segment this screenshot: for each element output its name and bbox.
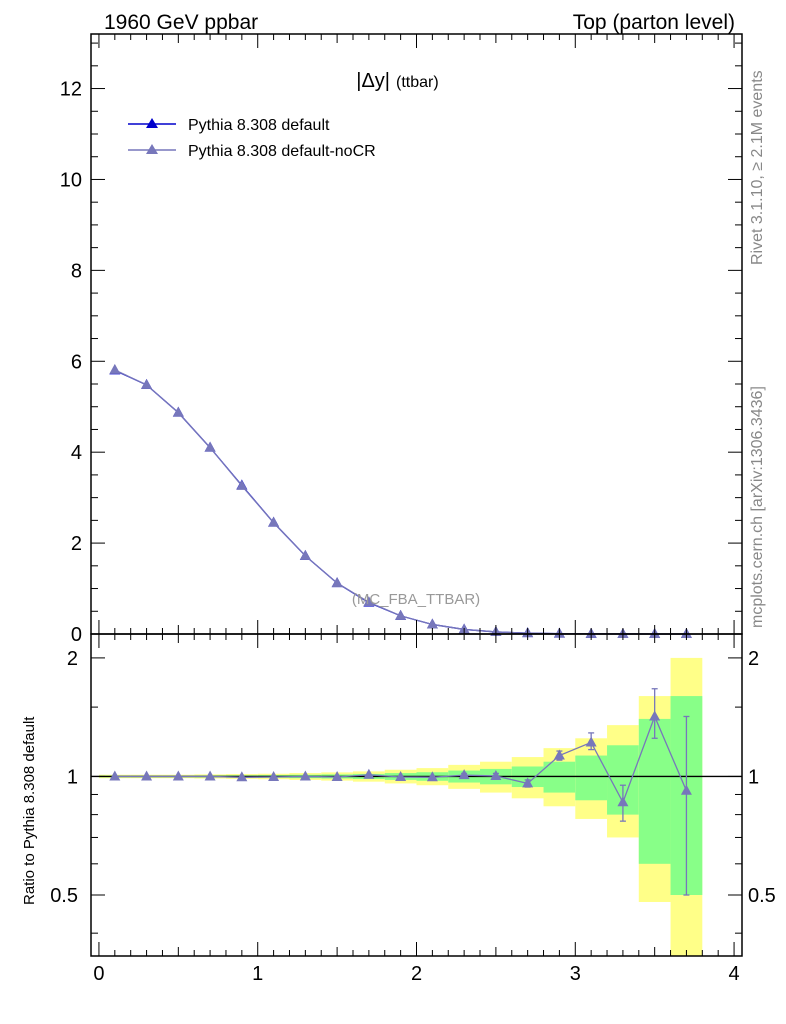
data-point-nocr xyxy=(204,441,216,452)
data-point-nocr xyxy=(299,549,311,560)
x-tick-label: 4 xyxy=(728,963,739,985)
legend-label-default: Pythia 8.308 default xyxy=(188,117,330,134)
legend-marker-nocr xyxy=(146,144,158,154)
ratio-data-point xyxy=(490,769,502,780)
y-tick-label: 8 xyxy=(71,260,82,282)
ratio-data-point xyxy=(172,770,184,781)
ratio-bands-layer xyxy=(98,657,703,956)
data-point-nocr xyxy=(236,479,248,490)
ratio-data-point xyxy=(617,796,629,807)
data-point-nocr xyxy=(426,618,438,629)
ratio-data-point xyxy=(395,770,407,781)
ratio-data-point xyxy=(426,771,438,782)
y-tick-label: 6 xyxy=(71,351,82,373)
rivet-label: Rivet 3.1.10, ≥ 2.1M events xyxy=(749,70,766,265)
data-point-nocr xyxy=(268,516,280,527)
ratio-data-point xyxy=(331,770,343,781)
data-point-nocr xyxy=(172,406,184,417)
ratio-data-point xyxy=(585,736,597,747)
y-tick-label-right: 1 xyxy=(748,766,759,788)
ratio-plot-frame xyxy=(90,633,743,957)
ratio-plot-panel: 0 1 2 3 4 0.5 0.5 1 1 2 2 xyxy=(50,633,776,985)
data-point-nocr xyxy=(331,577,343,588)
header-right-label: Top (parton level) xyxy=(573,11,735,34)
legend-label-nocr: Pythia 8.308 default-noCR xyxy=(188,143,376,160)
y-tick-label: 12 xyxy=(60,79,82,101)
ratio-data-point xyxy=(299,770,311,781)
y-tick-label: 0 xyxy=(71,624,82,646)
y-tick-label: 2 xyxy=(67,648,78,670)
y-tick-label: 10 xyxy=(60,169,82,191)
x-tick-label: 1 xyxy=(252,963,263,985)
ratio-data-point xyxy=(458,769,470,780)
main-plot-panel: 0 2 4 6 8 10 12 xyxy=(60,33,743,646)
ratio-data-point xyxy=(553,749,565,760)
ratio-data-point xyxy=(268,770,280,781)
data-point-nocr xyxy=(109,363,121,374)
legend-marker-default xyxy=(146,118,158,128)
y-tick-label: 0.5 xyxy=(50,885,78,907)
ratio-data-point xyxy=(680,784,692,795)
data-point-nocr xyxy=(395,609,407,620)
data-point-nocr xyxy=(363,596,375,607)
ratio-data-point xyxy=(363,768,375,779)
ratio-data-point xyxy=(236,771,248,782)
ratio-data-point xyxy=(141,770,153,781)
ratio-axes-layer: 0 1 2 3 4 0.5 0.5 1 1 2 2 xyxy=(50,634,776,985)
y-tick-label: 2 xyxy=(71,533,82,555)
y-tick-label-right: 2 xyxy=(748,648,759,670)
ratio-data-point xyxy=(109,770,121,781)
data-point-nocr xyxy=(141,378,153,389)
ratio-data-point xyxy=(204,770,216,781)
top-axes-layer: 0 2 4 6 8 10 12 xyxy=(60,34,742,646)
y-tick-label: 1 xyxy=(67,766,78,788)
ratio-series-layer xyxy=(109,688,692,896)
plot-title: |Δy| xyxy=(356,70,390,92)
uncertainty-band-inner xyxy=(543,761,576,793)
ratio-data-point xyxy=(649,710,661,721)
ratio-data-point xyxy=(522,777,534,788)
plot-title-suffix: (ttbar) xyxy=(396,74,439,91)
x-tick-label: 3 xyxy=(570,963,581,985)
x-tick-label: 0 xyxy=(93,963,104,985)
y-tick-label: 4 xyxy=(71,442,82,464)
x-tick-label: 2 xyxy=(411,963,422,985)
legend: Pythia 8.308 default Pythia 8.308 defaul… xyxy=(128,117,376,160)
header-left-label: 1960 GeV ppbar xyxy=(104,11,258,34)
uncertainty-band-inner xyxy=(638,718,671,864)
source-label: mcplots.cern.ch [arXiv:1306.3436] xyxy=(749,386,766,628)
y-tick-label-right: 0.5 xyxy=(748,885,776,907)
ratio-y-axis-label: Ratio to Pythia 8.308 default xyxy=(21,716,38,905)
watermark-label: (MC_FBA_TTBAR) xyxy=(352,591,480,608)
